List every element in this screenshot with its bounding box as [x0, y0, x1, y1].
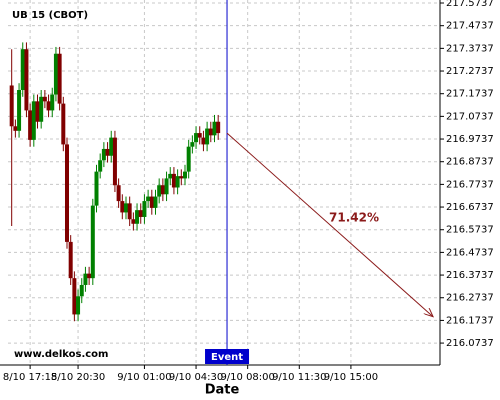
candle-body: [28, 110, 33, 140]
candle-body: [182, 171, 187, 179]
candle-body: [168, 173, 173, 179]
candle-body: [42, 96, 47, 102]
candle-body: [112, 137, 117, 186]
y-tick-label: 216.5737: [446, 225, 494, 236]
x-tick-label: 9/10 08:00: [220, 372, 274, 383]
candle-body: [20, 49, 25, 91]
y-tick-label: 217.4737: [446, 21, 494, 32]
candle-body: [197, 133, 202, 138]
candle-body: [186, 146, 191, 172]
y-tick-label: 217.3737: [446, 43, 494, 54]
candle-body: [46, 101, 51, 111]
candle-body: [53, 53, 58, 95]
candle-body: [142, 201, 147, 217]
x-tick-label: 8/10 17:15: [3, 372, 57, 383]
candle-body: [87, 273, 92, 279]
candle-body: [146, 196, 151, 202]
candle-body: [13, 126, 18, 131]
candle-body: [72, 278, 77, 315]
candle-body: [31, 101, 36, 140]
y-tick-label: 216.9737: [446, 134, 494, 145]
candle-body: [35, 101, 40, 122]
y-tick-label: 216.7737: [446, 179, 494, 190]
candle-body: [138, 210, 143, 217]
y-tick-label: 216.0737: [446, 338, 494, 349]
candle-body: [90, 205, 95, 279]
candle-body: [123, 203, 128, 213]
y-tick-label: 217.1737: [446, 89, 494, 100]
candle-body: [208, 128, 213, 136]
candle-body: [131, 219, 136, 224]
candle-body: [109, 137, 114, 156]
y-tick-label: 216.6737: [446, 202, 494, 213]
y-tick-label: 217.5737: [446, 0, 494, 9]
chart-title: UB 15 (CBOT): [12, 10, 88, 21]
candle-body: [50, 94, 55, 111]
candle-body: [120, 201, 125, 213]
prediction-label: 71.42%: [329, 211, 379, 225]
candle-body: [127, 203, 132, 220]
candle-body: [57, 53, 62, 104]
candle-body: [179, 176, 184, 179]
candle-body: [101, 148, 106, 161]
candle-body: [135, 210, 140, 224]
x-tick-label: 9/10 15:00: [324, 372, 378, 383]
candle-body: [79, 284, 84, 297]
candle-body: [175, 176, 180, 188]
y-tick-label: 216.8737: [446, 157, 494, 168]
candle-body: [98, 160, 103, 172]
candle-body: [216, 121, 221, 134]
candle-body: [171, 173, 176, 188]
candle-body: [94, 171, 99, 206]
y-tick-label: 216.1737: [446, 315, 494, 326]
x-tick-label: 9/10 11:30: [272, 372, 326, 383]
y-tick-label: 217.0737: [446, 111, 494, 122]
x-axis-label: Date: [205, 383, 240, 398]
y-tick-label: 216.4737: [446, 247, 494, 258]
y-tick-label: 216.3737: [446, 270, 494, 281]
candle-body: [116, 185, 121, 202]
watermark: www.delkos.com: [14, 349, 108, 360]
candle-body: [17, 90, 22, 131]
candle-body: [190, 142, 195, 147]
candle-body: [205, 128, 210, 145]
candle-body: [76, 296, 81, 315]
candle-body: [24, 49, 29, 111]
candle-body: [194, 133, 199, 143]
y-tick-label: 216.2737: [446, 293, 494, 304]
candle-body: [153, 196, 158, 208]
candle-body: [201, 137, 206, 145]
prediction-arrow: [226, 132, 433, 317]
candle-body: [68, 241, 73, 279]
candle-body: [164, 178, 169, 195]
candle-body: [105, 148, 110, 156]
x-tick-label: 9/10 01:00: [117, 372, 171, 383]
candle-body: [212, 121, 217, 136]
candle-body: [149, 196, 154, 208]
x-tick-label: 8/10 20:30: [51, 372, 105, 383]
x-tick-label: 9/10 04:30: [169, 372, 223, 383]
candle-body: [61, 103, 66, 145]
candle-body: [39, 96, 44, 122]
y-tick-label: 217.2737: [446, 66, 494, 77]
candle-body: [157, 185, 162, 197]
candle-body: [160, 185, 165, 195]
candle-body: [64, 144, 69, 242]
event-label-box: [205, 349, 250, 364]
candle-body: [9, 85, 14, 127]
event-label: Event: [211, 352, 243, 363]
candle-body: [83, 273, 88, 285]
